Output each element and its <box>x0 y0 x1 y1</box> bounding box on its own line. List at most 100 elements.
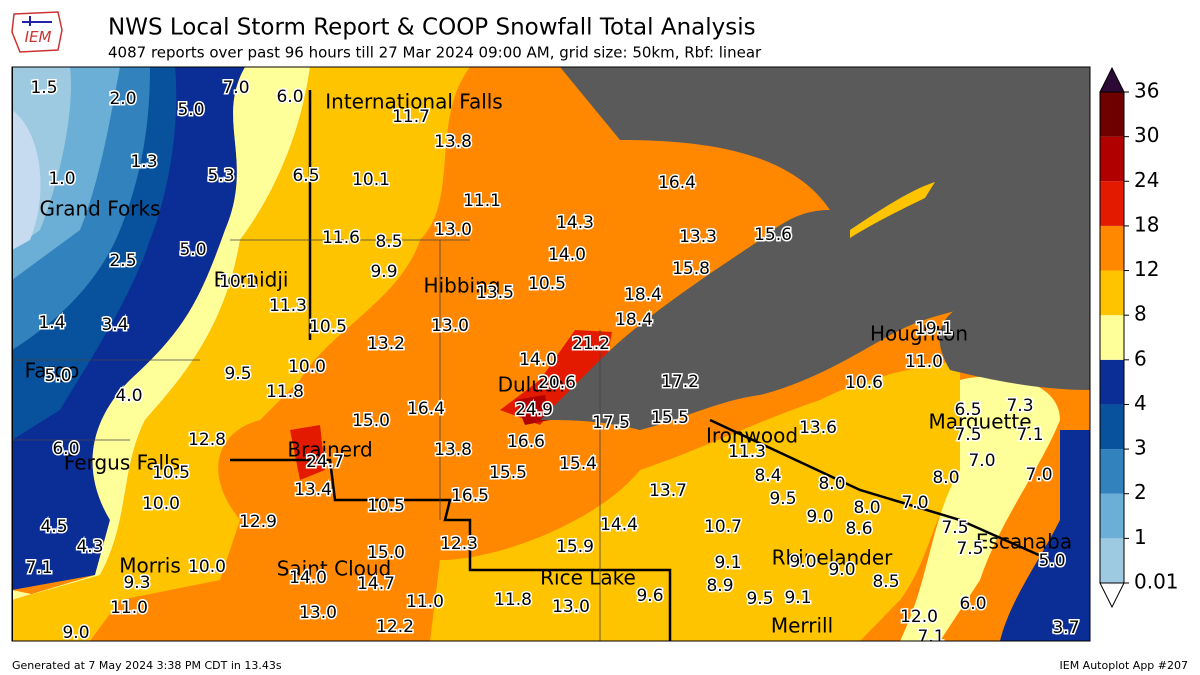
report-value: 9.6 <box>636 586 663 606</box>
report-value: 9.9 <box>370 262 397 282</box>
report-value: 4.5 <box>40 517 67 537</box>
report-value: 1.4 <box>38 313 65 333</box>
report-value: 11.3 <box>728 442 766 462</box>
report-value: 13.3 <box>679 227 717 247</box>
colorbar-tick-label: 2 <box>1134 480 1147 504</box>
report-value: 14.7 <box>357 574 395 594</box>
colorbar-segment <box>1100 181 1124 226</box>
colorbar-segment <box>1100 538 1124 583</box>
city-label: Fergus Falls <box>64 451 180 475</box>
report-value: 6.0 <box>959 594 986 614</box>
colorbar-segment <box>1100 449 1124 494</box>
contour-region <box>12 67 470 641</box>
report-value: 16.4 <box>658 173 696 193</box>
report-value: 10.6 <box>845 373 883 393</box>
report-value: 15.5 <box>489 463 527 483</box>
colorbar-over <box>1099 66 1125 93</box>
report-value: 7.3 <box>1006 396 1033 416</box>
report-value: 8.5 <box>872 572 899 592</box>
report-value: 14.0 <box>519 350 557 370</box>
report-value: 14.0 <box>548 245 586 265</box>
report-value: 9.5 <box>769 489 796 509</box>
contour-region <box>12 67 310 641</box>
report-value: 10.1 <box>352 170 390 190</box>
report-value: 11.0 <box>406 592 444 612</box>
subtitle: 4087 reports over past 96 hours till 27 … <box>108 44 762 62</box>
footer-generated: Generated at 7 May 2024 3:38 PM CDT in 1… <box>12 659 282 672</box>
report-value: 11.0 <box>110 598 148 618</box>
report-value: 19.1 <box>915 319 953 339</box>
boundary <box>709 418 1051 562</box>
city-label: Grand Forks <box>40 197 161 221</box>
contour-region <box>900 376 1060 641</box>
city-label: Hibbing <box>424 274 501 298</box>
report-value: 1.0 <box>48 169 75 189</box>
report-value: 2.5 <box>109 251 136 271</box>
report-value: 10.1 <box>219 272 257 292</box>
colorbar-under <box>1099 582 1125 609</box>
contour-region <box>1000 430 1090 641</box>
report-value: 13.0 <box>434 220 472 240</box>
report-value: 5.0 <box>177 100 204 120</box>
report-value: 20.6 <box>538 373 576 393</box>
colorbar-tick-label: 0.01 <box>1134 570 1179 594</box>
report-value: 7.5 <box>954 425 981 445</box>
colorbar-tick-label: 1 <box>1134 525 1147 549</box>
report-value: 1.3 <box>130 152 157 172</box>
report-value: 16.6 <box>507 432 545 452</box>
colorbar-tick-label: 6 <box>1134 346 1147 370</box>
contour-region <box>850 182 935 238</box>
colorbar-tick-label: 18 <box>1134 212 1159 236</box>
report-value: 13.0 <box>552 597 590 617</box>
boundary <box>230 90 672 641</box>
colorbar-tick-label: 8 <box>1134 302 1147 326</box>
report-value: 11.8 <box>266 382 304 402</box>
report-value: 9.0 <box>62 623 89 643</box>
city-label: Rice Lake <box>540 566 636 590</box>
report-value: 10.0 <box>142 494 180 514</box>
contour-region <box>12 110 41 250</box>
report-value: 9.5 <box>746 589 773 609</box>
city-label: Brainerd <box>287 438 372 462</box>
report-value: 14.4 <box>600 515 638 535</box>
report-value: 13.2 <box>367 334 405 354</box>
city-label: Saint Cloud <box>277 557 392 581</box>
report-value: 8.5 <box>375 232 402 252</box>
report-value: 18.4 <box>624 285 662 305</box>
report-value: 7.1 <box>1016 425 1043 445</box>
footer-app: IEM Autoplot App #207 <box>1060 659 1189 672</box>
report-value: 24.9 <box>515 400 553 420</box>
report-value: 2.0 <box>109 89 136 109</box>
report-value: 6.5 <box>292 166 319 186</box>
report-value: 11.0 <box>905 352 943 372</box>
city-label: Morris <box>119 554 181 578</box>
report-value: 13.8 <box>434 132 472 152</box>
report-value: 17.5 <box>592 413 630 433</box>
report-value: 16.5 <box>451 486 489 506</box>
colorbar-segment <box>1100 493 1124 539</box>
colorbar-tick-label: 30 <box>1134 123 1159 147</box>
report-value: 24.7 <box>306 452 344 472</box>
report-value: 12.8 <box>188 430 226 450</box>
report-value: 1.5 <box>30 78 57 98</box>
report-value: 12.2 <box>376 617 414 637</box>
title: NWS Local Storm Report & COOP Snowfall T… <box>108 15 756 41</box>
report-value: 7.1 <box>917 627 944 647</box>
city-label: International Falls <box>325 90 502 114</box>
report-value: 7.0 <box>1025 465 1052 485</box>
report-value: 17.2 <box>661 372 699 392</box>
report-value: 6.5 <box>954 400 981 420</box>
report-value: 3.4 <box>101 315 128 335</box>
report-value: 5.0 <box>44 366 71 386</box>
colorbar-segment <box>1100 404 1124 450</box>
report-value: 15.8 <box>672 259 710 279</box>
report-value: 7.0 <box>222 78 249 98</box>
colorbar-segment <box>1100 359 1124 405</box>
report-value: 9.1 <box>784 588 811 608</box>
city-label: Fargo <box>25 359 80 383</box>
report-value: 7.5 <box>941 518 968 538</box>
boundary <box>12 239 601 641</box>
report-value: 8.4 <box>754 466 781 486</box>
report-value: 15.9 <box>556 537 594 557</box>
colorbar-tick-label: 12 <box>1134 257 1159 281</box>
